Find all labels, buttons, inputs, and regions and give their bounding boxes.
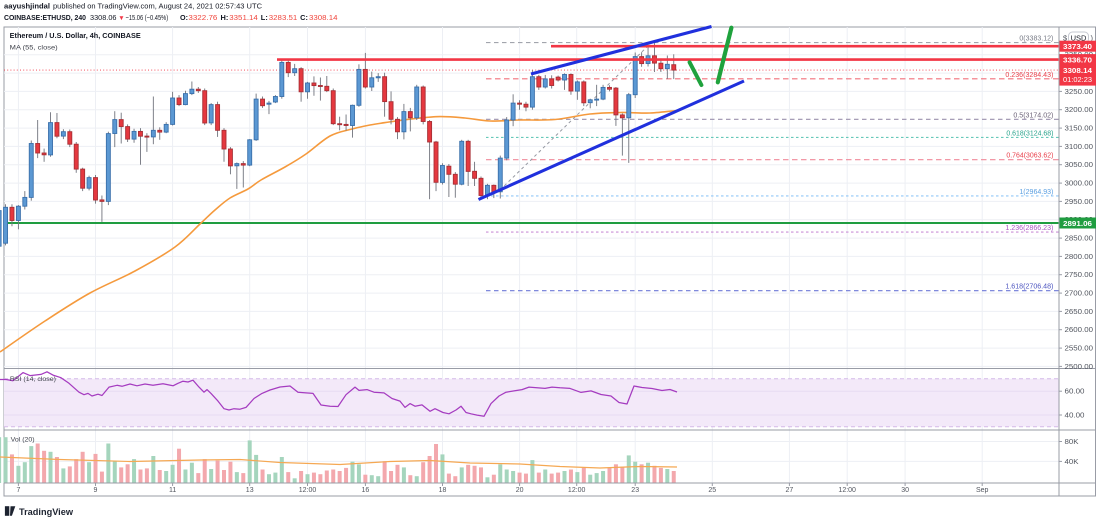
svg-text:▼: ▼ (118, 15, 124, 22)
svg-text:80K: 80K (1065, 439, 1079, 446)
svg-text:13: 13 (246, 487, 254, 494)
svg-text:2950.00: 2950.00 (1065, 199, 1094, 206)
svg-text:1.236(2866.23): 1.236(2866.23) (1005, 225, 1053, 232)
svg-text:3150.00: 3150.00 (1065, 126, 1094, 133)
svg-text:3322.76: 3322.76 (188, 13, 217, 22)
svg-text:aayushjindal: aayushjindal (4, 1, 50, 10)
svg-text:25: 25 (708, 487, 716, 494)
svg-text:3308.14: 3308.14 (309, 13, 338, 22)
svg-text:12:00: 12:00 (838, 487, 856, 494)
svg-text:3308.06: 3308.06 (90, 13, 117, 22)
svg-text:TradingView: TradingView (19, 507, 74, 518)
svg-text:2850.00: 2850.00 (1065, 236, 1094, 243)
svg-text:2650.00: 2650.00 (1065, 309, 1094, 316)
svg-text:16: 16 (362, 487, 370, 494)
svg-text:Sep: Sep (976, 487, 989, 494)
svg-text:MA (55, close): MA (55, close) (10, 45, 58, 52)
svg-text:18: 18 (439, 487, 447, 494)
svg-text:40.00: 40.00 (1065, 413, 1085, 420)
svg-text:0.5(3174.02): 0.5(3174.02) (1013, 112, 1053, 119)
svg-text:60.00: 60.00 (1065, 389, 1085, 396)
svg-text:1(2964.93): 1(2964.93) (1019, 189, 1053, 196)
svg-text:40K: 40K (1065, 459, 1079, 466)
svg-text:H:: H: (221, 13, 229, 22)
svg-text:Ethereum / U.S. Dollar, 4h, CO: Ethereum / U.S. Dollar, 4h, COINBASE (10, 33, 141, 40)
svg-text:2891.06: 2891.06 (1063, 219, 1092, 228)
svg-text:12:00: 12:00 (568, 487, 586, 494)
svg-text:3050.00: 3050.00 (1065, 162, 1094, 169)
svg-text:2600.00: 2600.00 (1065, 327, 1094, 334)
svg-text:3308.14: 3308.14 (1063, 66, 1093, 75)
svg-text:9: 9 (94, 487, 98, 494)
svg-text:20: 20 (516, 487, 524, 494)
svg-text:3373.40: 3373.40 (1063, 42, 1092, 51)
svg-text:−15.06 (−0.45%): −15.06 (−0.45%) (126, 13, 169, 22)
svg-text:3351.14: 3351.14 (229, 13, 258, 22)
svg-text:2700.00: 2700.00 (1065, 291, 1094, 298)
svg-text:3250.00: 3250.00 (1065, 89, 1094, 96)
svg-text:COINBASE:ETHUSD, 240: COINBASE:ETHUSD, 240 (4, 13, 86, 22)
svg-text:published on TradingView.com,: published on TradingView.com, August 24,… (53, 1, 262, 10)
svg-text:1.618(2706.48): 1.618(2706.48) (1005, 284, 1053, 291)
svg-text:): ) (1091, 34, 1094, 43)
svg-text:O:: O: (180, 13, 188, 22)
svg-text:L:: L: (261, 13, 268, 22)
svg-text:01:02:23: 01:02:23 (1063, 75, 1092, 84)
svg-text:2750.00: 2750.00 (1065, 272, 1094, 279)
svg-text:C:: C: (300, 13, 308, 22)
svg-text:0(3383.12): 0(3383.12) (1019, 36, 1053, 43)
svg-text:23: 23 (631, 487, 639, 494)
svg-text:27: 27 (786, 487, 794, 494)
svg-text:0.618(3124.68): 0.618(3124.68) (1006, 130, 1053, 137)
svg-text:2550.00: 2550.00 (1065, 346, 1094, 353)
svg-text:2800.00: 2800.00 (1065, 254, 1094, 261)
svg-text:0.236(3284.43): 0.236(3284.43) (1005, 72, 1053, 79)
svg-text:3336.70: 3336.70 (1063, 55, 1092, 64)
svg-text:Vol (20): Vol (20) (11, 436, 35, 443)
svg-text:0.764(3063.62): 0.764(3063.62) (1006, 153, 1053, 160)
svg-text:$: $ (1063, 34, 1068, 43)
svg-text:2500.00: 2500.00 (1065, 364, 1094, 371)
svg-text:3283.51: 3283.51 (269, 13, 298, 22)
svg-text:12:00: 12:00 (299, 487, 317, 494)
svg-text:3100.00: 3100.00 (1065, 144, 1094, 151)
svg-text:RSI (14, close): RSI (14, close) (10, 376, 56, 383)
svg-text:USD: USD (1071, 34, 1087, 43)
svg-text:3200.00: 3200.00 (1065, 107, 1094, 114)
svg-text:7: 7 (16, 487, 20, 494)
svg-text:3000.00: 3000.00 (1065, 181, 1094, 188)
svg-text:30: 30 (901, 487, 909, 494)
svg-text:11: 11 (169, 487, 176, 494)
